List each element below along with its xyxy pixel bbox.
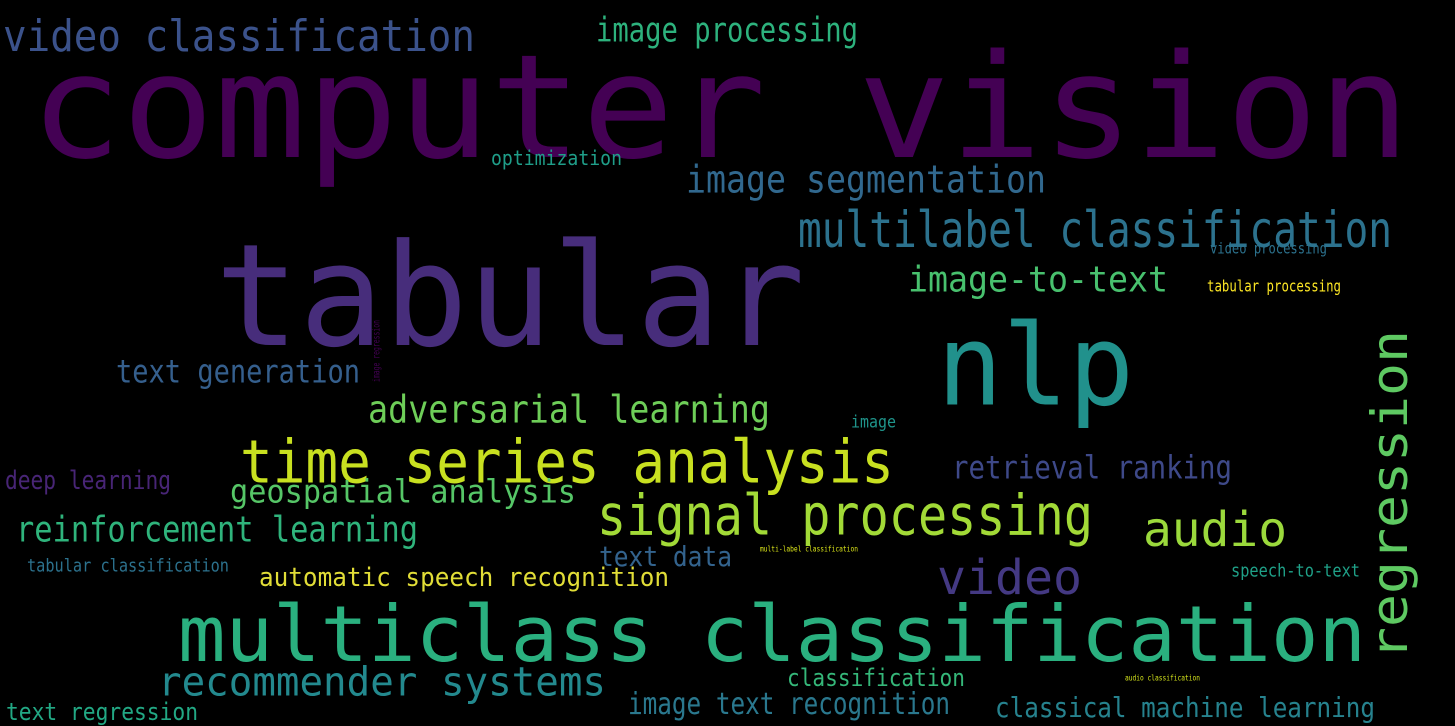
word-adversarial-learning: adversarial learning [368,388,770,432]
word-optimization: optimization [491,147,622,170]
word-text-data: text data [599,540,732,573]
word-speech-to-text: speech-to-text [1231,560,1360,582]
word-time-series-analysis: time series analysis [240,427,894,497]
word-nlp: nlp [937,300,1134,431]
word-reinforcement-learning: reinforcement learning [16,508,418,551]
word-signal-processing: signal processing [597,482,1093,549]
word-video-processing: video processing [1210,239,1327,258]
word-tabular-classification: tabular classification [27,555,229,577]
word-video-classification: video classification [3,10,475,62]
word-computer-vision: computer vision [30,23,1410,192]
word-image-text-recognition: image text recognition [628,687,950,722]
word-recommender-systems: recommender systems [158,658,606,705]
word-text-regression: text regression [6,698,198,726]
word-regression: regression [1361,330,1420,660]
word-image-to-text: image-to-text [908,258,1168,301]
word-tabular: tabular [215,214,805,380]
word-audio-classification: audio classification [1125,673,1200,683]
word-text-generation: text generation [116,353,360,391]
word-multiclass-classification: multiclass classification [178,589,1366,680]
word-multi-label-classification: multi-label classification [760,544,858,554]
word-classification: classification [787,664,965,692]
word-image-processing: image processing [596,11,858,51]
word-audio: audio [1143,501,1287,558]
word-geospatial-analysis: geospatial analysis [230,473,576,511]
word-image-segmentation: image segmentation [686,158,1046,202]
word-video: video [937,549,1082,606]
word-classical-machine-learning: classical machine learning [995,691,1375,724]
word-multilabel-classification: multilabel classification [798,201,1392,260]
word-retrieval-ranking: retrieval ranking [952,449,1232,487]
word-tabular-processing: tabular processing [1207,276,1341,296]
word-deep-learning: deep learning [5,466,171,496]
word-image-regression: image regression [371,320,383,382]
word-image: image [851,412,896,433]
word-automatic-speech-recognition: automatic speech recognition [259,563,669,593]
